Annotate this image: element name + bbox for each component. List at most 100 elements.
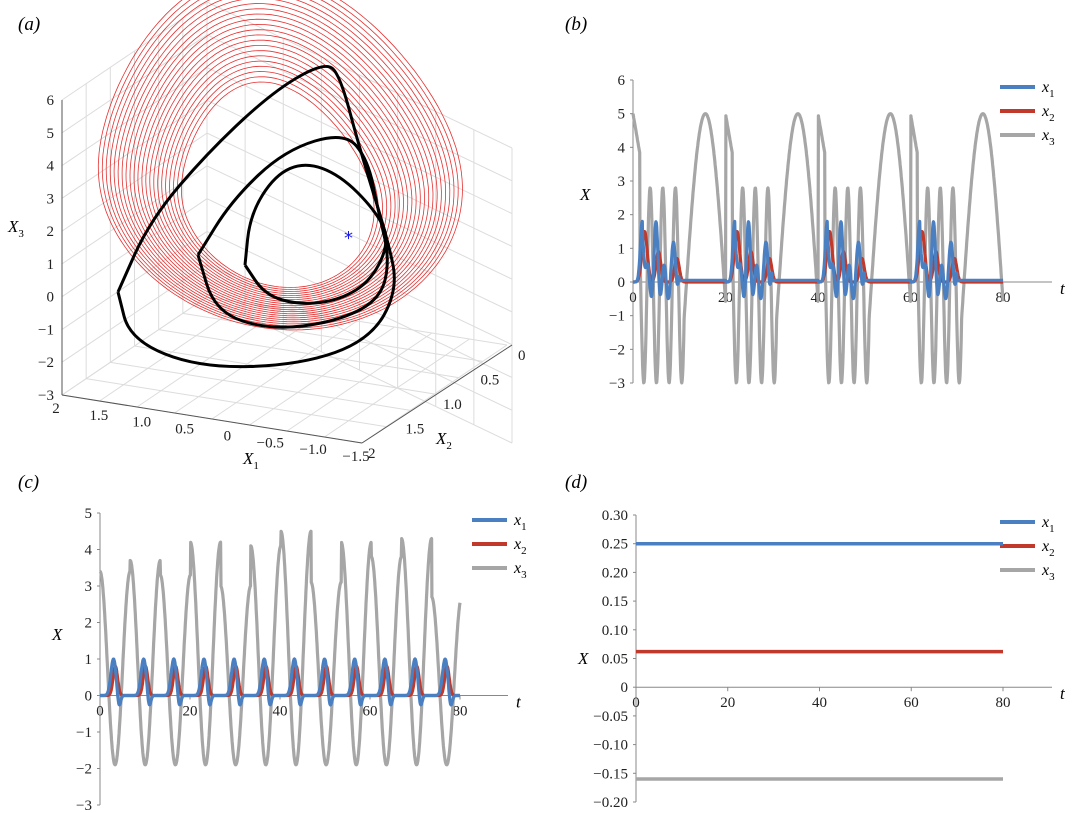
- x-tick-label: 60: [904, 695, 919, 711]
- x2-tick-label: 1.0: [443, 397, 462, 413]
- series-line-x1: [98, 657, 462, 707]
- equilibrium-marker: *: [344, 228, 353, 249]
- z-tick-label: 0: [47, 290, 55, 306]
- y-tick-label: −1: [609, 309, 625, 325]
- x-tick-label: 20: [183, 704, 198, 720]
- time-series-d: 0.300.250.200.150.100.050−0.05−0.10−0.15…: [577, 508, 1066, 811]
- x-tick-label: 0: [629, 290, 637, 306]
- x2-tick-label: 0.5: [481, 373, 500, 389]
- x-axis-label: t: [1060, 279, 1066, 298]
- z-tick-label: 6: [47, 93, 55, 109]
- y-tick-label: 0.05: [602, 652, 628, 668]
- panel-label-b: (b): [565, 14, 587, 35]
- series-line-x1: [631, 219, 1005, 301]
- y-tick-label: 0: [618, 275, 626, 291]
- trajectory-thick: [243, 163, 388, 305]
- trajectory-thin: [125, 8, 434, 317]
- trajectory-thin: [141, 29, 417, 309]
- x1-tick-label: −0.5: [257, 435, 284, 451]
- legend-label-x3: x3: [1041, 127, 1055, 148]
- panel-label-c: (c): [18, 472, 39, 493]
- x-tick-label: 0: [96, 704, 104, 720]
- x-tick-label: 40: [273, 704, 288, 720]
- trajectory-thin: [157, 50, 400, 301]
- y-tick-label: −0.15: [593, 766, 628, 782]
- x-tick-label: 40: [812, 695, 827, 711]
- trajectory-thick: [116, 65, 396, 369]
- legend-label-x2: x2: [513, 536, 527, 557]
- axis-label-x2: X2: [435, 429, 452, 452]
- y-tick-label: −1: [76, 725, 92, 741]
- y-axis-label: X: [51, 625, 63, 644]
- trajectory-thin: [177, 76, 379, 290]
- z-tick-label: 5: [47, 126, 55, 142]
- trajectory-thin: [137, 23, 421, 311]
- y-tick-label: 5: [85, 506, 93, 522]
- y-tick-label: 5: [618, 107, 626, 123]
- legend-label-x1: x1: [1041, 514, 1055, 535]
- y-tick-label: 0: [621, 680, 629, 696]
- x1-tick-label: 0: [224, 428, 232, 444]
- trajectory-thick: [196, 135, 389, 329]
- y-tick-label: −3: [609, 376, 625, 392]
- trajectory-thin: [169, 65, 388, 295]
- x1-tick-label: 1.5: [89, 408, 108, 424]
- panel-label-a: (a): [18, 14, 40, 35]
- x1-tick-label: 1.0: [132, 415, 151, 431]
- y-axis-label: X: [577, 649, 589, 668]
- x1-tick-label: −1.0: [300, 442, 327, 458]
- y-tick-label: 4: [618, 140, 626, 156]
- x-tick-label: 60: [363, 704, 378, 720]
- trajectory-thin: [153, 45, 404, 302]
- y-tick-label: 3: [618, 174, 626, 190]
- trajectory-thin: [97, 0, 463, 331]
- z-tick-label: 1: [47, 257, 55, 273]
- trajectory-thin: [165, 60, 392, 297]
- trajectory-thin: [173, 71, 383, 292]
- x1-tick-label: −1.5: [342, 449, 369, 465]
- legend-label-x2: x2: [1041, 538, 1055, 559]
- y-tick-label: 2: [85, 616, 93, 632]
- x1-tick-label: 2: [52, 401, 60, 417]
- x-tick-label: 80: [453, 704, 468, 720]
- legend-label-x2: x2: [1041, 103, 1055, 124]
- y-tick-label: −2: [609, 342, 625, 358]
- x2-tick-label: 2: [368, 446, 376, 462]
- legend-label-x1: x1: [513, 512, 527, 533]
- y-tick-label: 6: [618, 73, 626, 89]
- y-tick-label: 0.20: [602, 565, 628, 581]
- trajectory-thin: [105, 0, 455, 327]
- y-tick-label: −0.10: [593, 738, 628, 754]
- z-tick-label: −3: [38, 388, 54, 404]
- y-tick-label: 0: [85, 689, 93, 705]
- axis-label-x3: X3: [7, 217, 24, 240]
- y-tick-label: −0.20: [593, 795, 628, 811]
- z-tick-label: −2: [38, 355, 54, 371]
- z-tick-label: 2: [47, 224, 55, 240]
- y-tick-label: 0.15: [602, 594, 628, 610]
- x-axis-label: t: [1060, 684, 1066, 703]
- trajectory-thin: [101, 0, 459, 329]
- trajectory-thin: [129, 13, 430, 315]
- panel-label-d: (d): [565, 472, 587, 493]
- series-line-x3: [98, 529, 462, 767]
- y-tick-label: 2: [618, 208, 626, 224]
- z-tick-label: −1: [38, 322, 54, 338]
- trajectory-thin: [113, 0, 447, 323]
- y-tick-label: −0.05: [593, 709, 628, 725]
- x2-tick-label: 0: [518, 348, 526, 364]
- trajectory-thin: [121, 3, 438, 319]
- legend-label-x1: x1: [1041, 79, 1055, 100]
- x-tick-label: 20: [720, 695, 735, 711]
- x-tick-label: 80: [996, 695, 1011, 711]
- axis-label-x1: X1: [242, 449, 259, 472]
- trajectory-thin: [180, 81, 375, 288]
- y-tick-label: 1: [85, 652, 93, 668]
- trajectory-thin: [117, 0, 442, 321]
- y-tick-label: −3: [76, 798, 92, 813]
- y-tick-label: −2: [76, 762, 92, 778]
- x-axis-label: t: [516, 693, 522, 712]
- y-tick-label: 4: [85, 543, 93, 559]
